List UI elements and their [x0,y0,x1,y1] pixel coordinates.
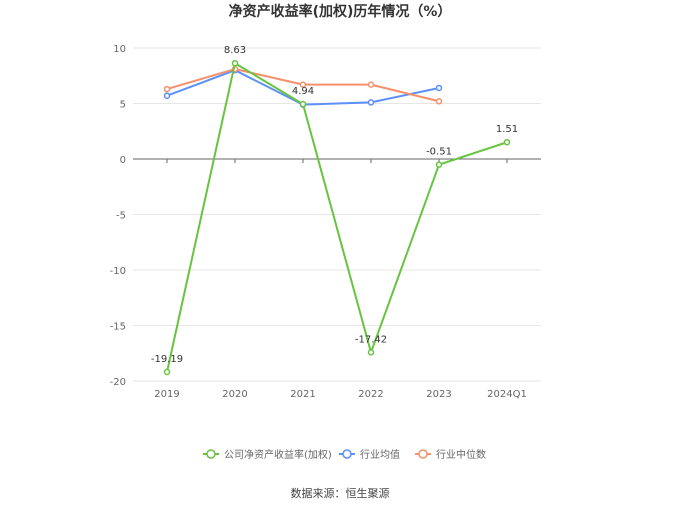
x-axis: 2019 2020 2021 2022 2023 2024Q1 [133,158,541,400]
y-tick-label: -10 [110,266,126,277]
data-point [435,84,443,92]
data-label: 1.51 [496,124,518,135]
legend[interactable]: 公司净资产收益率(加权) 行业均值 行业中位数 [203,448,486,461]
y-tick-label: -5 [116,211,126,222]
x-tick-label: 2019 [154,389,179,400]
data-label: 8.63 [224,45,246,56]
data-point [367,99,375,106]
data-source: 数据来源：恒生聚源 [291,486,390,500]
data-labels: -19.19 8.63 4.94 -17.42 -0.51 1.51 [151,45,518,365]
x-tick-label: 2021 [290,389,315,400]
y-tick-label: 0 [120,155,126,166]
legend-item-1[interactable]: 行业均值 [339,448,400,461]
data-point [299,100,307,108]
data-label: -17.42 [355,334,387,345]
data-point [163,85,171,93]
x-tick-label: 2020 [222,389,247,400]
x-tick-label: 2023 [426,389,451,400]
legend-marker [342,449,352,459]
data-point [163,368,171,376]
data-point [163,92,171,99]
data-point [367,81,375,88]
y-tick-label: -20 [110,377,126,388]
legend-label: 公司净资产收益率(加权) [224,448,332,461]
y-tick-label: -15 [110,322,126,333]
legend-marker [418,449,428,459]
chart-title: 净资产收益率(加权)历年情况（%） [229,3,452,20]
data-point [435,98,443,105]
data-point [367,349,375,356]
y-tick-label: 5 [120,100,126,111]
data-point [231,59,239,67]
y-tick-label: 10 [113,44,126,55]
grid-lines [133,47,541,382]
legend-item-0[interactable]: 公司净资产收益率(加权) [203,448,332,461]
data-label: 4.94 [292,86,314,97]
y-axis-ticks: 10 5 0 -5 -10 -15 -20 [110,44,126,388]
x-tick-label: 2022 [358,389,383,400]
data-label: -0.51 [426,147,452,158]
data-label: -19.19 [151,354,183,365]
series-lines [163,59,511,376]
legend-marker [206,449,216,459]
legend-label: 行业中位数 [436,448,486,461]
data-point [435,161,443,168]
data-point [503,138,511,146]
legend-item-2[interactable]: 行业中位数 [415,448,486,461]
x-tick-label: 2024Q1 [487,389,527,400]
legend-label: 行业均值 [360,448,400,461]
data-point [299,81,307,88]
series-line-0 [166,61,508,373]
